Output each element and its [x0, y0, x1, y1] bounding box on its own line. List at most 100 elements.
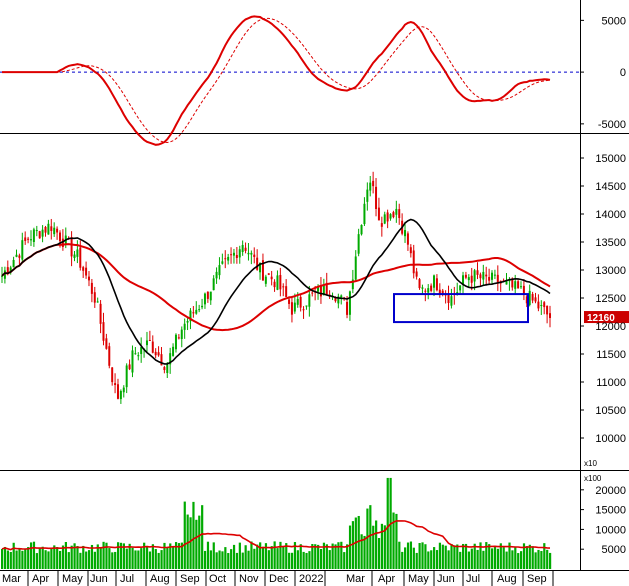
volume-bar	[534, 552, 537, 569]
candle-body	[73, 254, 76, 258]
volume-bar	[67, 552, 70, 569]
volume-bar	[218, 550, 221, 569]
candle-body	[50, 226, 53, 231]
volume-bar	[6, 550, 9, 569]
volume-bar	[493, 546, 497, 569]
candle-body	[514, 281, 517, 289]
volume-bar	[256, 544, 259, 569]
volume-bar	[424, 544, 427, 569]
candle-body	[375, 186, 378, 209]
candle-body	[114, 383, 117, 386]
candle-body	[470, 275, 473, 283]
volume-bar	[232, 544, 236, 569]
volume-bar	[462, 543, 465, 569]
osc-tick-label: 5000	[602, 15, 626, 27]
price-tick-label: 14000	[595, 209, 626, 221]
volume-bar	[119, 542, 123, 569]
candle-body	[58, 232, 61, 242]
candle-body	[87, 276, 90, 281]
volume-bar	[201, 505, 204, 569]
candle-body	[409, 247, 412, 254]
volume-bar	[485, 542, 488, 569]
volume-bar	[357, 515, 360, 569]
price-tick-label: 12500	[595, 293, 626, 305]
candle-body	[479, 274, 482, 279]
x-tick-label: Mar	[346, 573, 365, 585]
candle-body	[317, 287, 320, 292]
volume-bar	[459, 551, 462, 569]
volume-bar	[372, 525, 375, 569]
candle-body	[99, 303, 102, 324]
volume-bar	[476, 549, 479, 569]
candle-body	[496, 274, 499, 284]
volume-bar	[311, 544, 314, 569]
candle-body	[9, 267, 12, 273]
candle-body	[131, 350, 134, 373]
volume-bar	[348, 525, 352, 569]
volume-bar	[293, 542, 297, 569]
volume-bar	[221, 551, 224, 569]
osc-tick-label: 0	[620, 67, 626, 79]
candle-body	[348, 291, 351, 315]
volume-bar	[441, 544, 444, 569]
volume-bar	[522, 543, 526, 569]
volume-bar	[215, 552, 218, 569]
candle-body	[21, 240, 24, 260]
candle-body	[137, 355, 140, 357]
volume-bar	[169, 543, 172, 569]
x-tick-label: Oct	[209, 573, 226, 585]
candle-body	[525, 296, 528, 304]
volume-bar	[491, 548, 494, 569]
candle-body	[61, 238, 64, 247]
volume-bar	[299, 544, 302, 569]
x-tick-label: Aug	[497, 573, 517, 585]
ma-long-line	[1, 243, 551, 332]
volume-bar	[270, 546, 273, 569]
volume-bar	[172, 546, 175, 569]
price-tick-label: 11500	[596, 349, 626, 361]
volume-bar	[430, 550, 433, 569]
volume-tick-label: 20000	[595, 485, 626, 497]
candle-body	[311, 292, 314, 294]
volume-bar	[180, 542, 183, 569]
x-tick-label: Nov	[239, 573, 259, 585]
volume-bar	[261, 546, 265, 569]
candle-body	[447, 293, 450, 304]
candle-body	[180, 329, 183, 340]
volume-bar	[99, 547, 102, 569]
volume-bar	[473, 543, 476, 569]
candle-body	[279, 274, 282, 290]
volume-bar	[24, 549, 27, 569]
candle-body	[522, 285, 525, 295]
volume-bar	[540, 551, 543, 569]
x-tick-label: Mar	[2, 573, 21, 585]
volume-bar	[383, 525, 386, 569]
volume-bar	[177, 543, 181, 569]
volume-bar	[58, 550, 62, 569]
candle-body	[256, 257, 259, 270]
volume-bar	[85, 551, 88, 569]
volume-bar	[111, 552, 114, 569]
volume-bar	[148, 551, 152, 569]
candle-body	[488, 277, 491, 281]
volume-bar	[105, 542, 108, 569]
consolidation-box	[393, 293, 529, 324]
candle-body	[82, 267, 85, 271]
volume-bar	[238, 542, 241, 569]
volume-bar	[53, 545, 56, 569]
candle-body	[430, 285, 433, 291]
candle-body	[424, 290, 427, 292]
volume-bar	[143, 542, 146, 569]
volume-bar	[305, 552, 308, 569]
candle-body	[38, 231, 41, 239]
candle-body	[415, 271, 418, 277]
candle-body	[24, 237, 27, 241]
candle-body	[435, 278, 438, 291]
volume-bar	[514, 547, 517, 569]
candle-body	[285, 286, 288, 298]
volume-bar	[131, 547, 134, 569]
volume-bar	[157, 552, 160, 569]
volume-bar	[192, 501, 195, 569]
volume-bar	[183, 501, 186, 569]
candle-body	[293, 302, 296, 312]
